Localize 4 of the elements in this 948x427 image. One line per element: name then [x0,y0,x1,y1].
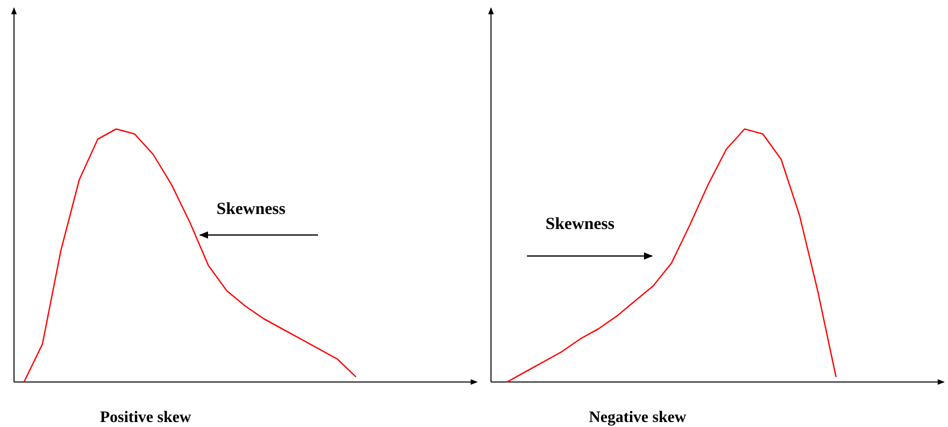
annotation: Skewness [546,214,615,233]
x-axis-title: Positive skew [100,409,192,426]
annotation: Skewness [216,199,286,218]
x-axis-title: Negative skew [588,409,687,426]
